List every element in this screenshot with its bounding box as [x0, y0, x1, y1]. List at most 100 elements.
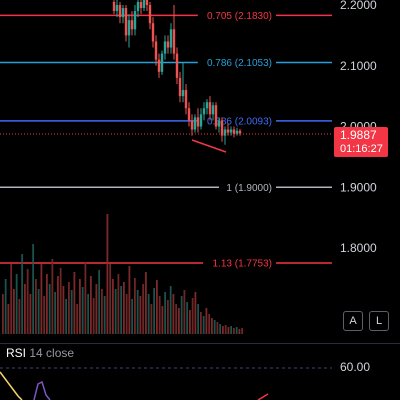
bar-countdown: 01:16:27 [340, 143, 383, 155]
volume-bar [51, 259, 54, 334]
volume-bar [10, 264, 13, 334]
volume-bar [103, 296, 106, 334]
volume-bar [186, 302, 189, 334]
auto-scale-button[interactable]: A [343, 311, 363, 331]
volume-bar [112, 279, 114, 334]
fib-level-label: 0.705 (2.1830) [207, 11, 272, 22]
volume-bar [106, 214, 109, 334]
rsi-line-2 [33, 380, 51, 400]
volume-bar [117, 274, 120, 334]
log-scale-button[interactable]: L [369, 311, 389, 331]
volume-bar [123, 282, 125, 334]
candle-body [193, 117, 197, 130]
candle-body [169, 29, 173, 48]
candle-body [115, 5, 119, 12]
volume-bar [114, 289, 117, 334]
volume-bar [59, 268, 62, 334]
candle-body [175, 53, 179, 78]
candle-body [130, 20, 134, 30]
volume-bar [40, 264, 43, 334]
divergence-trendline [191, 139, 227, 153]
candle-body [202, 108, 206, 115]
volume-bar [150, 304, 153, 334]
volume-bar [131, 299, 134, 334]
fibonacci-levels: 0.705 (2.1830) 0.786 (2.1053) 0.886 (2.009… [0, 9, 332, 270]
current-price-value: 1.9887 [340, 128, 377, 142]
volume-bar [238, 329, 241, 334]
volume-bar [230, 326, 233, 334]
volume-bar [213, 320, 216, 334]
candle-body [232, 129, 236, 134]
candle-body [112, 1, 116, 12]
fib-level-label: 1.13 (1.7753) [213, 259, 273, 270]
volume-bar [101, 289, 103, 334]
candle-body [196, 117, 200, 127]
volume-bar [18, 299, 21, 334]
price-axis-label: 2.2000 [340, 0, 377, 12]
fib-level-label: 1 (1.9000) [226, 183, 272, 194]
rsi-line [0, 371, 23, 400]
rsi-indicator-title[interactable]: RSI 14 close [6, 346, 74, 360]
volume-bar [68, 282, 70, 334]
candle-body [238, 130, 242, 134]
volume-bar [81, 287, 84, 334]
volume-bar [125, 294, 128, 334]
volume-bar [233, 328, 235, 334]
volume-bar [172, 294, 175, 334]
volume-bar [136, 290, 139, 334]
volume-bar [134, 278, 136, 334]
volume-bar [197, 304, 200, 334]
volume-bar [35, 279, 37, 334]
volume-bar [156, 280, 158, 334]
volume-bar [57, 276, 59, 334]
volume-bar [21, 254, 24, 334]
price-axis-label: 2.1000 [340, 59, 377, 73]
candle-body [166, 41, 170, 48]
candle-body [223, 129, 227, 136]
fib-label-bg [197, 114, 276, 127]
candle-body [172, 29, 176, 54]
candle-body [184, 90, 188, 109]
volume-bar [142, 284, 145, 334]
candle-body [229, 129, 233, 133]
volume-bar [208, 314, 211, 334]
volume-bar [222, 326, 224, 334]
rsi-axis-label: 60.00 [340, 360, 371, 374]
volume-bar [219, 324, 222, 334]
volume-bar [29, 294, 32, 334]
volume-bar [183, 290, 186, 334]
volume-bar [120, 286, 123, 334]
volume-bar [79, 279, 81, 334]
candle-body [133, 11, 137, 30]
volume-bar [164, 292, 167, 334]
candle-body [199, 114, 203, 127]
volume-bar [169, 286, 172, 334]
candle-body [235, 130, 239, 134]
candle-body [214, 105, 218, 127]
rsi-name: RSI [6, 346, 27, 360]
candle-body [139, 1, 143, 9]
candle-body [178, 77, 182, 97]
candle-body [154, 41, 158, 60]
volume-bar [241, 328, 244, 334]
candle-body [205, 102, 209, 109]
pane-divider[interactable] [0, 343, 400, 344]
volume-bar [84, 262, 87, 334]
volume-bar [224, 325, 227, 334]
volume-bar [95, 284, 98, 334]
candle-body [208, 102, 212, 115]
volume-bars [2, 214, 244, 334]
volume-bar [70, 290, 73, 334]
fib-label-bg [197, 56, 276, 69]
volume-bar [92, 298, 95, 334]
fib-label-bg [197, 9, 276, 22]
rsi-params: 14 close [29, 346, 75, 360]
candle-body [136, 1, 140, 12]
fib-label-bg [203, 257, 276, 270]
candle-body [163, 41, 167, 54]
volume-bar [7, 304, 10, 334]
volume-bar [191, 298, 194, 334]
volume-bar [98, 270, 101, 334]
volume-bar [158, 296, 161, 334]
